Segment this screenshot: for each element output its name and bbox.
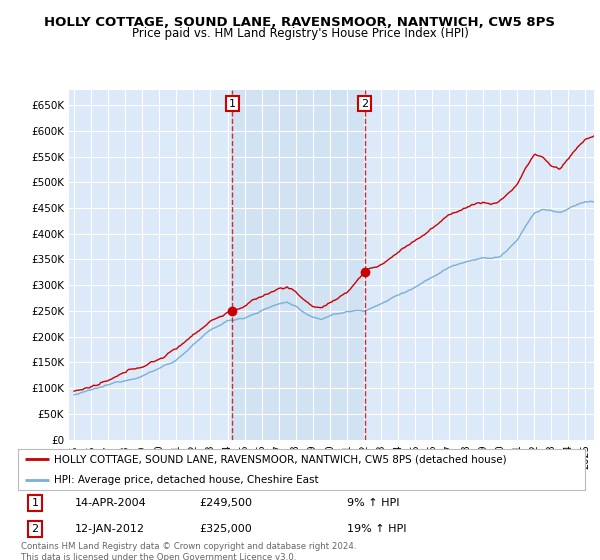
- Text: HOLLY COTTAGE, SOUND LANE, RAVENSMOOR, NANTWICH, CW5 8PS (detached house): HOLLY COTTAGE, SOUND LANE, RAVENSMOOR, N…: [54, 455, 506, 465]
- Text: 9% ↑ HPI: 9% ↑ HPI: [347, 498, 400, 508]
- Text: HPI: Average price, detached house, Cheshire East: HPI: Average price, detached house, Ches…: [54, 475, 319, 485]
- Text: 12-JAN-2012: 12-JAN-2012: [75, 524, 145, 534]
- Text: 1: 1: [229, 99, 236, 109]
- Text: 14-APR-2004: 14-APR-2004: [75, 498, 146, 508]
- Bar: [232, 90, 365, 440]
- Text: 2: 2: [31, 524, 38, 534]
- Text: 1: 1: [32, 498, 38, 508]
- Text: HOLLY COTTAGE, SOUND LANE, RAVENSMOOR, NANTWICH, CW5 8PS: HOLLY COTTAGE, SOUND LANE, RAVENSMOOR, N…: [44, 16, 556, 29]
- Text: 2: 2: [361, 99, 368, 109]
- Text: 19% ↑ HPI: 19% ↑ HPI: [347, 524, 406, 534]
- Text: £325,000: £325,000: [199, 524, 252, 534]
- Text: £249,500: £249,500: [199, 498, 253, 508]
- Text: Contains HM Land Registry data © Crown copyright and database right 2024.
This d: Contains HM Land Registry data © Crown c…: [21, 542, 356, 560]
- Text: Price paid vs. HM Land Registry's House Price Index (HPI): Price paid vs. HM Land Registry's House …: [131, 27, 469, 40]
